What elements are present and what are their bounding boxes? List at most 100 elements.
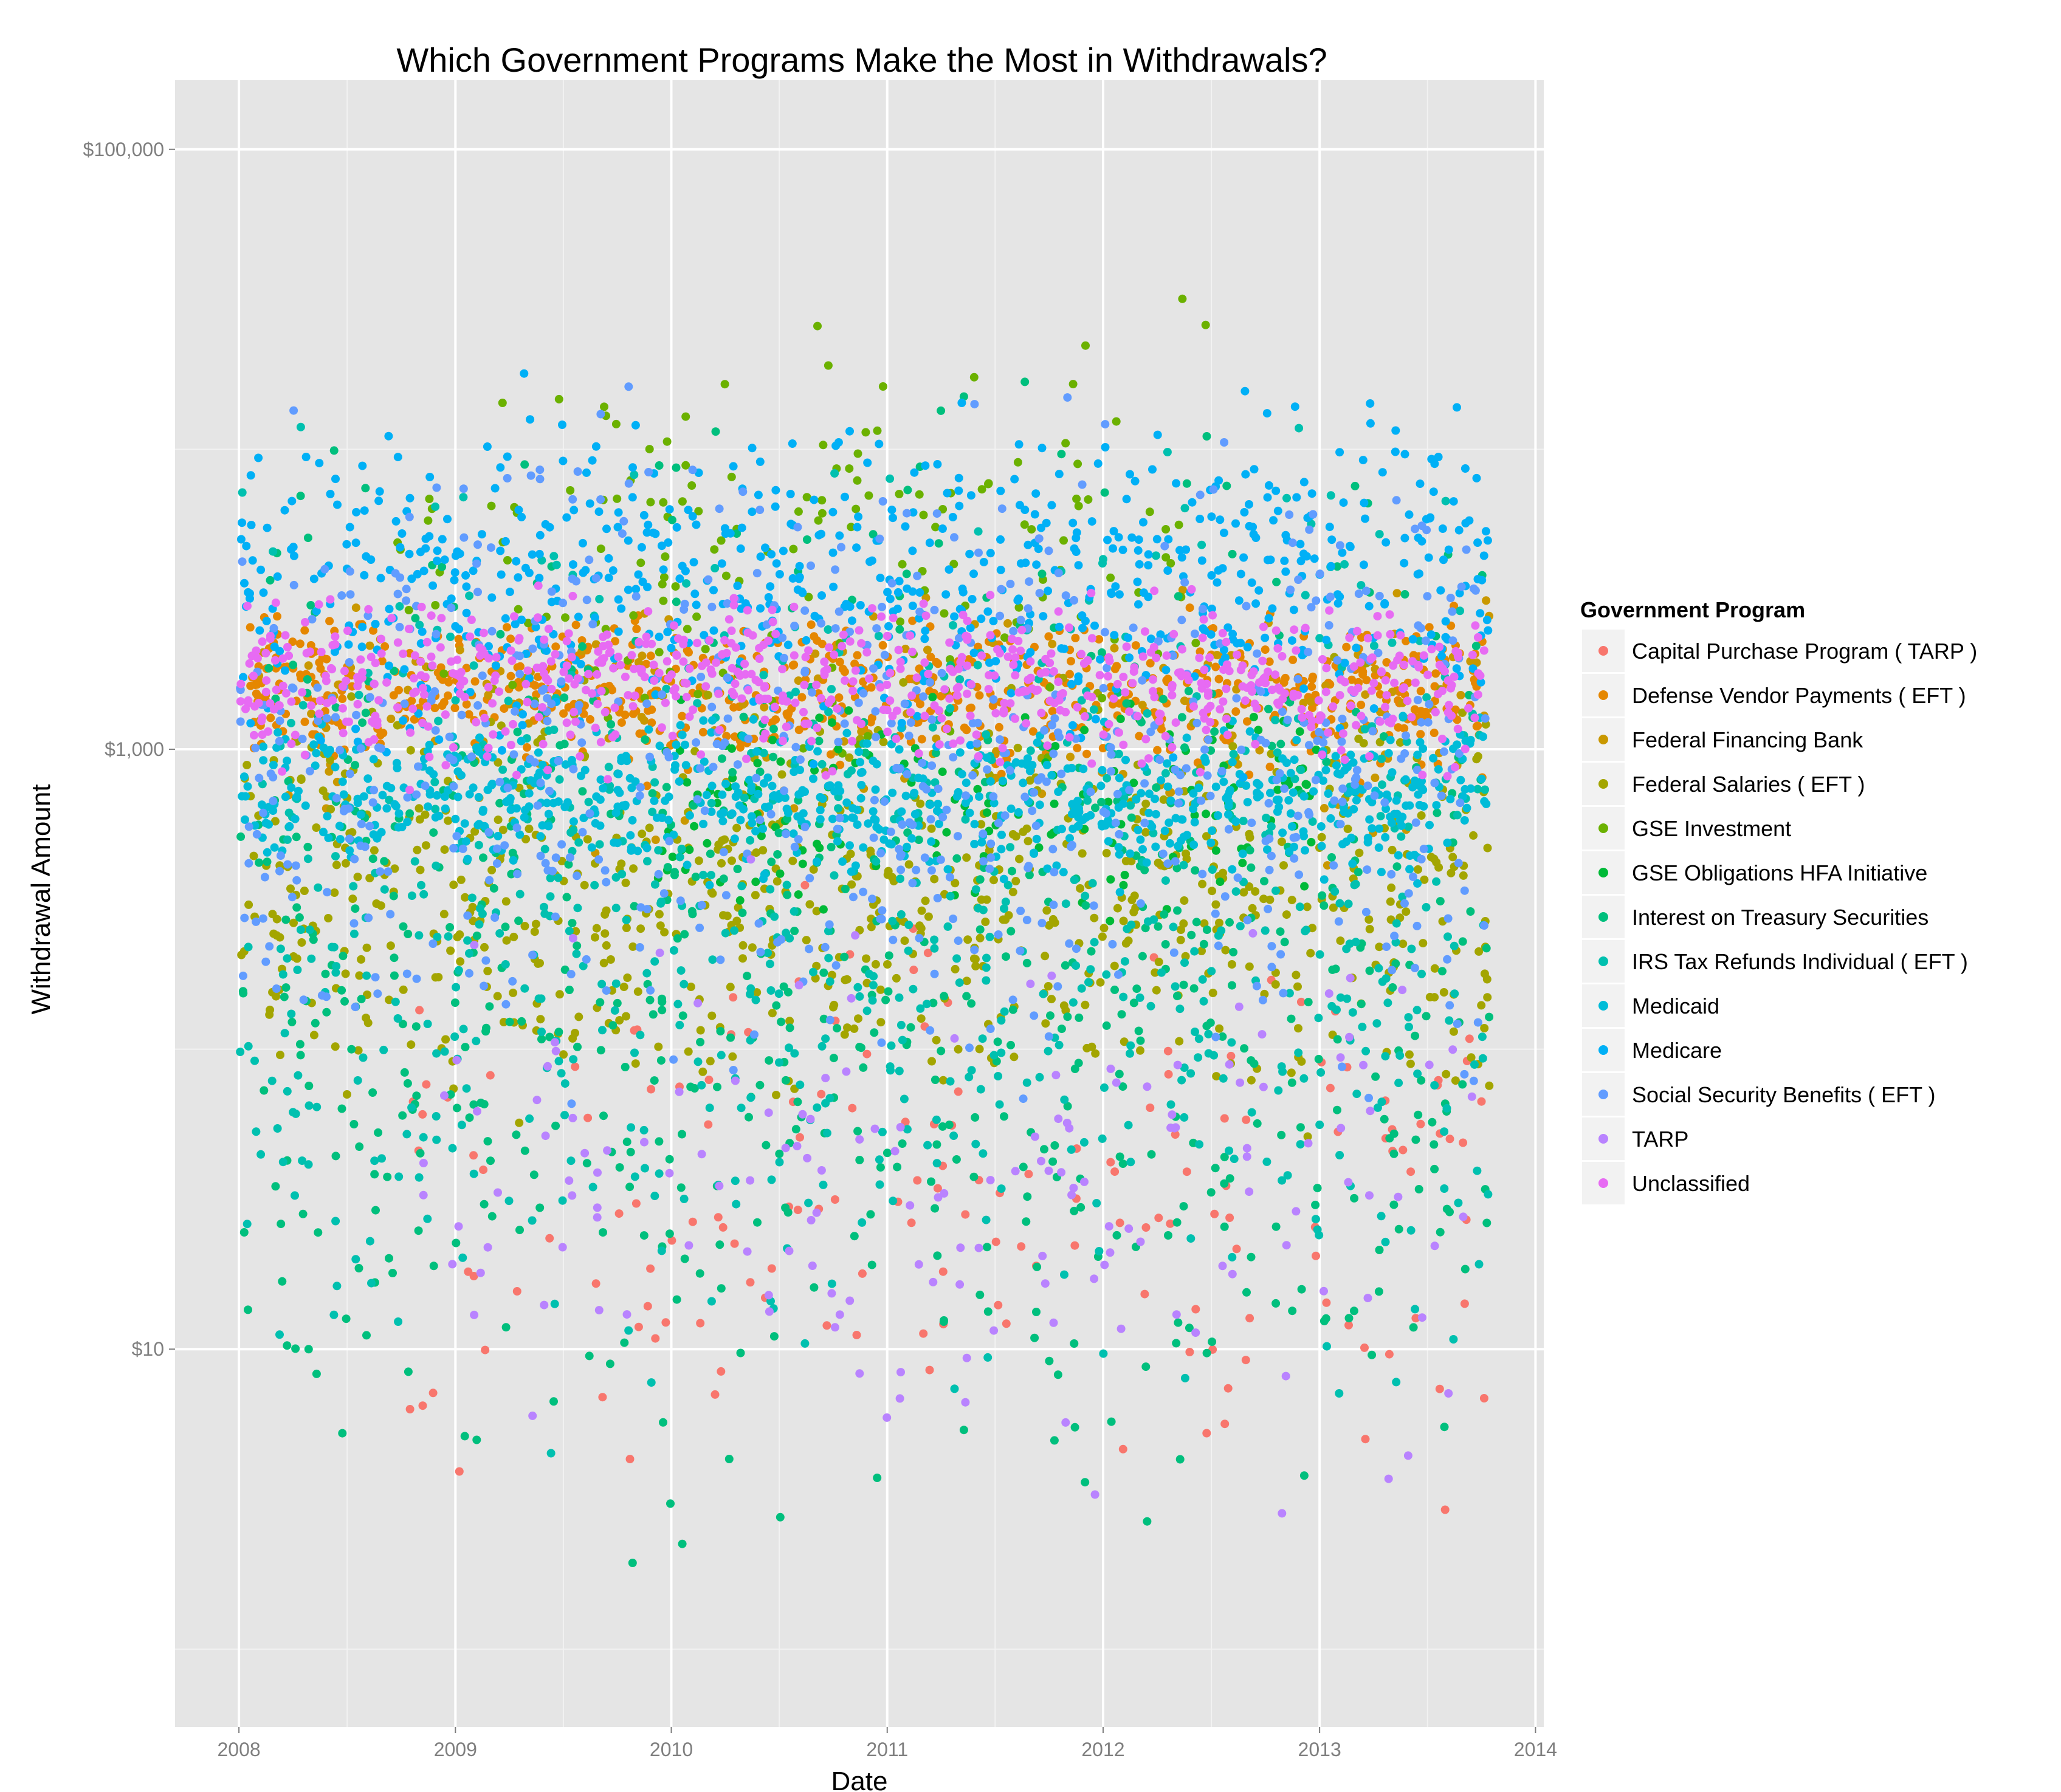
data-point [460, 1432, 469, 1441]
data-point [647, 705, 656, 714]
data-point [682, 579, 691, 588]
data-point [1008, 1005, 1017, 1014]
data-point [813, 1103, 822, 1112]
data-point [1482, 596, 1491, 605]
data-point [515, 830, 525, 839]
data-point [1097, 797, 1106, 806]
data-point [243, 761, 252, 769]
data-point [1197, 540, 1206, 549]
data-point [728, 744, 736, 753]
data-point [1461, 784, 1470, 794]
data-point [1400, 558, 1409, 568]
data-point [717, 1284, 726, 1293]
data-point [355, 971, 364, 980]
data-point [407, 1040, 416, 1049]
data-point [1141, 828, 1151, 837]
data-point [876, 574, 885, 583]
data-point [1296, 997, 1306, 1006]
data-point [307, 709, 316, 718]
data-point [255, 858, 264, 867]
data-point [895, 993, 904, 1002]
data-point [367, 1279, 376, 1288]
data-point [1130, 476, 1140, 486]
data-point [782, 929, 791, 938]
data-point [1354, 589, 1363, 599]
data-point [538, 760, 547, 769]
data-point [1174, 1318, 1183, 1327]
data-point [591, 442, 600, 451]
data-point [369, 626, 377, 635]
data-point [460, 819, 469, 828]
data-point [1454, 526, 1464, 535]
data-point [236, 535, 246, 544]
data-point [1255, 746, 1264, 755]
data-point [574, 613, 583, 622]
data-point [1008, 887, 1017, 896]
data-point [951, 879, 960, 888]
data-point [656, 898, 666, 906]
data-point [1081, 1000, 1090, 1009]
data-point [1135, 993, 1144, 1002]
data-point [521, 563, 530, 572]
data-point [586, 715, 594, 724]
data-point [1471, 642, 1481, 651]
data-point [1405, 801, 1414, 810]
data-point [585, 1351, 594, 1361]
data-point [438, 562, 447, 571]
data-point [298, 701, 308, 710]
data-point [289, 918, 298, 927]
data-point [289, 1108, 298, 1117]
data-point [244, 1305, 252, 1314]
data-point [1248, 904, 1257, 913]
data-point [1057, 1025, 1066, 1034]
data-point [453, 767, 463, 776]
data-point [1369, 641, 1378, 650]
data-point [501, 897, 511, 906]
data-point [800, 881, 810, 890]
data-point [479, 806, 487, 814]
data-point [848, 1104, 857, 1113]
data-point [520, 813, 529, 822]
data-point [1126, 849, 1135, 858]
data-point [1099, 1349, 1108, 1358]
data-point [502, 797, 511, 806]
data-point [1153, 746, 1162, 755]
data-point [646, 1264, 655, 1273]
data-point [627, 1123, 636, 1132]
data-point [353, 1076, 362, 1085]
data-point [1126, 1041, 1135, 1050]
data-point [403, 817, 412, 826]
data-point [659, 1418, 667, 1427]
data-point [509, 932, 518, 941]
data-point [395, 602, 404, 611]
data-point [621, 710, 630, 719]
data-point [1175, 1004, 1185, 1014]
data-point [565, 927, 574, 936]
data-point [394, 1172, 404, 1181]
data-point [1133, 577, 1142, 586]
data-point [1003, 881, 1013, 890]
data-point [875, 825, 884, 834]
data-point [1473, 721, 1482, 730]
data-point [287, 545, 295, 554]
data-point [834, 693, 844, 702]
data-point [752, 848, 761, 857]
data-point [331, 968, 340, 977]
data-point [976, 1085, 985, 1094]
data-point [1477, 1001, 1486, 1010]
data-point [296, 925, 305, 935]
data-point [1349, 1306, 1358, 1316]
data-point [1330, 887, 1340, 896]
data-point [276, 1051, 284, 1060]
data-point [1296, 766, 1306, 774]
data-point [1277, 837, 1286, 846]
data-point [1016, 616, 1025, 625]
data-point [697, 1080, 706, 1090]
data-point [1362, 676, 1371, 685]
data-point [1175, 1455, 1185, 1464]
data-point [1054, 788, 1063, 796]
data-point [1000, 1007, 1009, 1016]
data-point [1306, 949, 1315, 958]
data-point [842, 798, 852, 807]
data-point [525, 802, 534, 811]
